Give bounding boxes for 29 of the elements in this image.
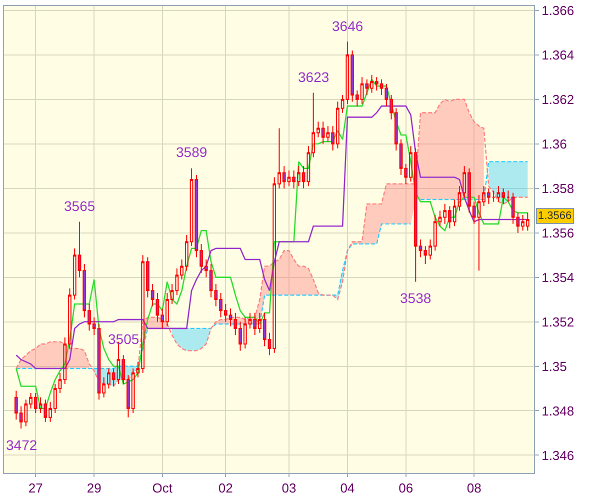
y-tick-label: 1.358 [542, 180, 574, 196]
y-tick-label: 1.36 [542, 136, 567, 152]
x-tick-label: 02 [218, 480, 233, 496]
x-tick-label: 04 [340, 480, 355, 496]
annotation: 3589 [176, 144, 208, 160]
annotation: 3623 [298, 69, 330, 85]
y-tick-label: 1.366 [542, 3, 574, 18]
x-tick-label: 08 [466, 480, 482, 496]
annotation: 3565 [64, 198, 96, 214]
y-tick-label: 1.346 [542, 448, 574, 463]
x-tick-label: 03 [282, 480, 296, 496]
y-tick-label: 1.362 [542, 92, 574, 107]
y-tick-label: 1.35 [542, 358, 567, 374]
x-tick-label: 27 [28, 480, 43, 496]
y-tick-label: 1.352 [542, 314, 574, 330]
annotation: 3646 [332, 18, 364, 34]
y-tick-label: 1.348 [542, 403, 574, 418]
y-tick-label: 1.354 [542, 270, 574, 285]
x-tick-label: Oct [152, 480, 173, 496]
annotation: 3538 [400, 290, 432, 306]
candlestick [492, 190, 496, 202]
x-tick-label: 06 [398, 480, 414, 496]
annotation: 3505 [108, 331, 140, 347]
y-tick-label: 1.364 [542, 47, 574, 62]
candlestick [506, 190, 510, 202]
annotation: 3472 [6, 437, 38, 453]
y-tick-label: 1.356 [542, 225, 574, 240]
text: 1.3566 [538, 210, 572, 222]
x-tick-label: 29 [86, 480, 102, 496]
